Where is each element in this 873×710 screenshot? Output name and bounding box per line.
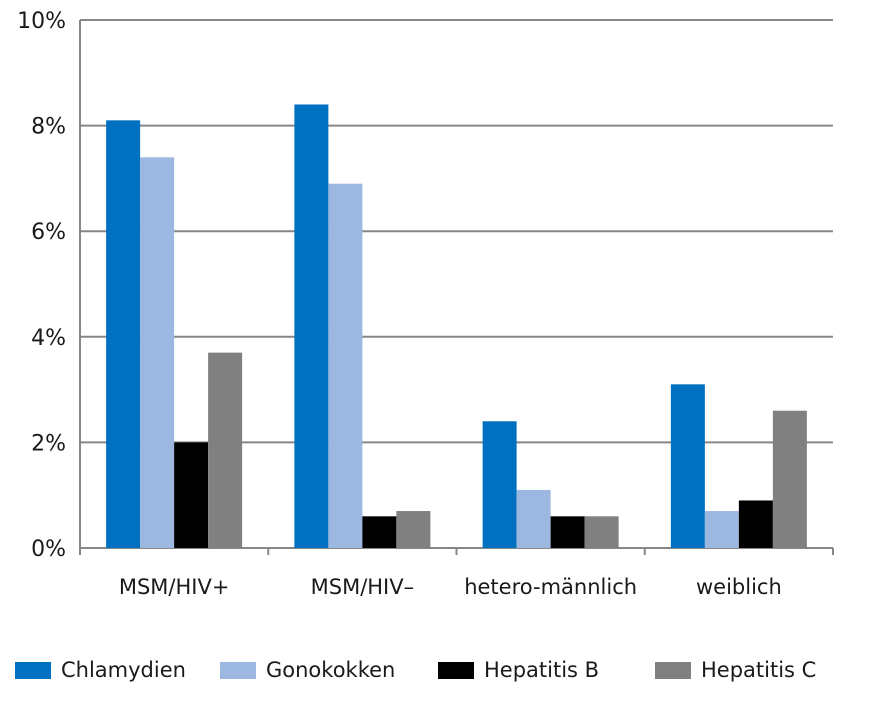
x-tick-label-2: hetero-männlich [464,575,637,599]
legend-item-hepatitis-b: Hepatitis B [438,658,599,682]
y-tick-label-2: 2% [31,431,66,456]
y-tick-label-0: 0% [31,537,66,562]
bar-chlamydien-0 [106,120,141,548]
bar-hepatitis-c-0 [208,352,243,548]
bar-gonokokken-3 [704,511,739,548]
bar-chlamydien-2 [482,421,517,548]
bar-chlamydien-3 [670,384,705,548]
y-tick-label-8: 8% [31,115,66,140]
bar-hepatitis-c-1 [396,511,431,548]
legend-label-hepatitis-b: Hepatitis B [484,658,600,682]
bar-gonokokken-1 [328,183,363,548]
y-tick-label-4: 4% [31,326,66,351]
legend-swatch-hepatitis-b [438,661,474,679]
bar-hepatitis-c-3 [772,410,807,548]
legend-item-chlamydien: Chlamydien [15,658,186,682]
bar-hepatitis-b-3 [738,500,773,548]
legend-swatch-chlamydien [15,661,51,679]
y-tick-label-6: 6% [31,220,66,245]
bar-hepatitis-c-2 [584,516,619,548]
legend: Chlamydien Gonokokken Hepatitis B Hepati… [0,658,873,688]
bar-gonokokken-0 [140,157,175,548]
x-tick-label-3: weiblich [696,575,782,599]
bar-gonokokken-2 [516,489,551,548]
legend-swatch-hepatitis-c [655,661,691,679]
x-tick-label-1: MSM/HIV– [311,575,415,599]
bar-hepatitis-b-0 [174,442,209,548]
legend-label-gonokokken: Gonokokken [266,658,396,682]
legend-swatch-gonokokken [220,661,256,679]
legend-item-hepatitis-c: Hepatitis C [655,658,816,682]
bar-hepatitis-b-2 [550,516,585,548]
bar-hepatitis-b-1 [362,516,397,548]
y-tick-label-10: 10% [17,9,66,34]
legend-item-gonokokken: Gonokokken [220,658,395,682]
legend-label-chlamydien: Chlamydien [61,658,186,682]
bar-chart: 0% 2% 4% 6% 8% 10% MSM/HIV+ MSM/HIV– hetero-männ… [17,9,834,599]
bar-chlamydien-1 [294,104,329,548]
legend-label-hepatitis-c: Hepatitis C [701,658,817,682]
x-tick-label-0: MSM/HIV+ [119,575,230,599]
